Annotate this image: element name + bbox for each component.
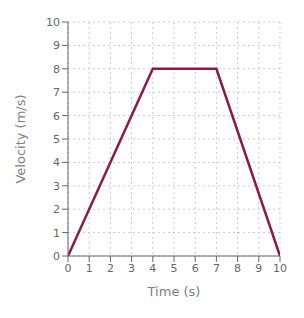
svg-text:10: 10 (46, 16, 60, 29)
svg-text:Velocity (m/s): Velocity (m/s) (13, 94, 28, 183)
svg-text:6: 6 (192, 262, 199, 275)
svg-text:5: 5 (171, 262, 178, 275)
svg-text:2: 2 (53, 203, 60, 216)
svg-text:5: 5 (53, 133, 60, 146)
svg-text:0: 0 (65, 262, 72, 275)
svg-text:7: 7 (213, 262, 220, 275)
svg-text:1: 1 (86, 262, 93, 275)
svg-text:7: 7 (53, 86, 60, 99)
svg-text:8: 8 (234, 262, 241, 275)
svg-text:9: 9 (53, 39, 60, 52)
svg-text:4: 4 (149, 262, 156, 275)
svg-text:9: 9 (255, 262, 262, 275)
svg-text:10: 10 (273, 262, 287, 275)
svg-text:0: 0 (53, 250, 60, 263)
svg-text:2: 2 (107, 262, 114, 275)
svg-text:3: 3 (128, 262, 135, 275)
svg-text:3: 3 (53, 180, 60, 193)
svg-text:6: 6 (53, 110, 60, 123)
svg-text:4: 4 (53, 156, 60, 169)
svg-text:Time (s): Time (s) (147, 284, 201, 299)
svg-text:8: 8 (53, 63, 60, 76)
svg-text:1: 1 (53, 227, 60, 240)
